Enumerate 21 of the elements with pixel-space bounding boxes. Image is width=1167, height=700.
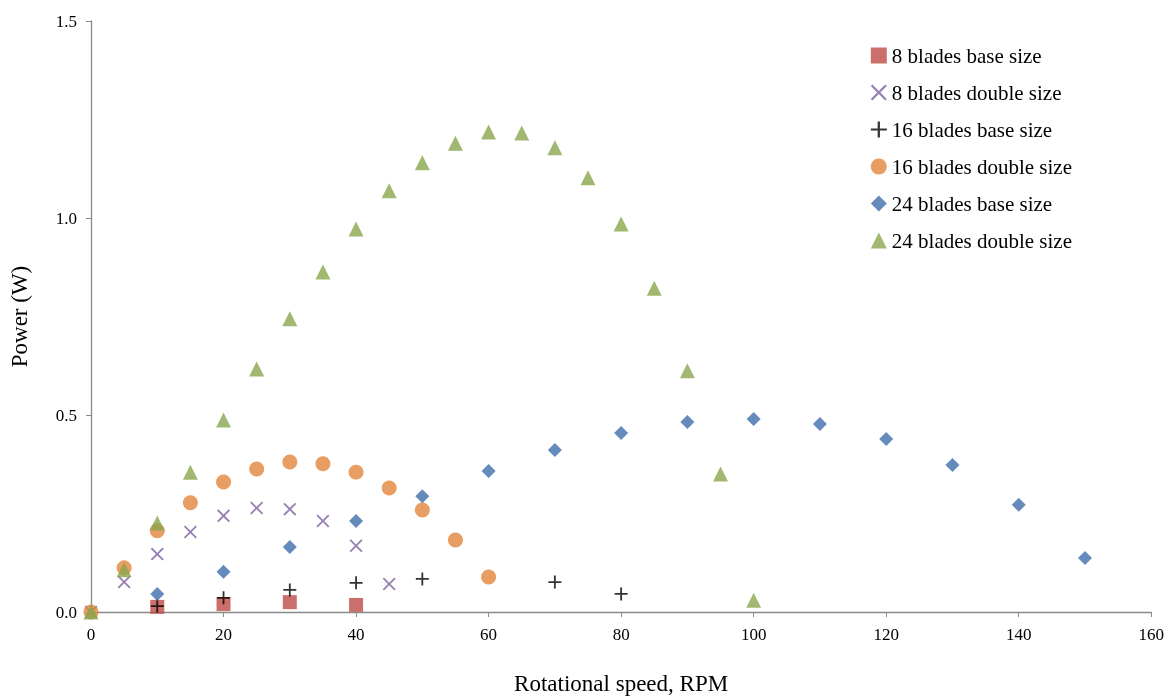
- x-tick-label: 0: [86, 625, 96, 644]
- x-tick-label: 140: [1005, 625, 1032, 644]
- x-tick-label: 120: [873, 625, 899, 644]
- x-tick-label: 160: [1138, 625, 1164, 644]
- y-tick-label: 0.5: [55, 405, 77, 425]
- y-axis-title: Power (W): [7, 265, 32, 368]
- legend-label: 8 blades double size: [891, 80, 1062, 105]
- legend-label: 24 blades base size: [891, 191, 1053, 216]
- x-tick-label: 60: [480, 625, 498, 644]
- legend-label: 24 blades double size: [891, 228, 1072, 253]
- x-axis-title: Rotational speed, RPM: [514, 671, 729, 696]
- legend-label: 16 blades base size: [891, 117, 1053, 142]
- x-tick-label: 40: [347, 625, 365, 644]
- legend-label: 16 blades double size: [891, 154, 1072, 179]
- y-tick-label: 0.0: [55, 602, 77, 622]
- x-tick-label: 80: [612, 625, 630, 644]
- y-tick-label: 1.0: [55, 208, 77, 228]
- x-tick-label: 20: [215, 625, 233, 644]
- legend-label: 8 blades base size: [891, 43, 1042, 68]
- y-tick-label: 1.5: [55, 11, 77, 31]
- x-tick-label: 100: [740, 625, 767, 644]
